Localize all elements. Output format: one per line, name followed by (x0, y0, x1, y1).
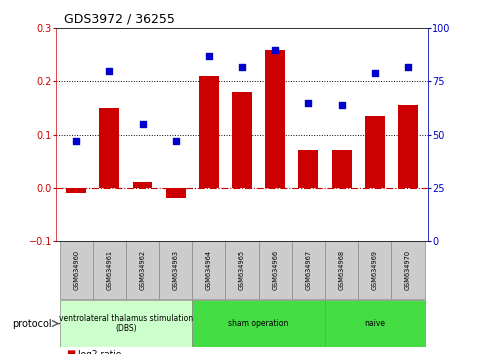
Text: ventrolateral thalamus stimulation
(DBS): ventrolateral thalamus stimulation (DBS) (59, 314, 193, 333)
Point (105, 68, 113, 74)
Bar (264, 50, 285, 188)
Text: log2 ratio: log2 ratio (78, 349, 122, 354)
Bar (66, 188, 86, 193)
Bar (298, 150, 318, 188)
Point (271, 47, 279, 52)
Bar (60, 241, 93, 299)
Text: naive: naive (364, 319, 385, 328)
Text: GSM634964: GSM634964 (205, 250, 211, 290)
Bar (192, 241, 225, 299)
Point (337, 102, 345, 108)
Bar (159, 241, 192, 299)
Text: GSM634961: GSM634961 (106, 250, 112, 290)
Point (204, 53, 212, 59)
Bar (199, 76, 218, 188)
Text: GSM634967: GSM634967 (305, 250, 311, 290)
Point (138, 121, 146, 127)
Point (72, 138, 80, 144)
Point (304, 100, 312, 105)
Point (171, 138, 179, 144)
Bar (99, 108, 119, 188)
Point (238, 64, 245, 69)
Text: GSM634966: GSM634966 (272, 250, 278, 290)
Text: GDS3972 / 36255: GDS3972 / 36255 (63, 13, 174, 26)
Text: ■: ■ (66, 349, 75, 354)
Bar (357, 241, 390, 299)
Bar (331, 150, 351, 188)
Bar (258, 241, 291, 299)
Bar (192, 300, 325, 347)
Text: GSM634968: GSM634968 (338, 250, 344, 290)
Bar (225, 241, 258, 299)
Text: sham operation: sham operation (228, 319, 288, 328)
Bar (397, 105, 417, 188)
Bar (325, 300, 424, 347)
Bar (232, 92, 251, 188)
Bar (60, 300, 192, 347)
Bar (325, 241, 357, 299)
Bar (364, 116, 384, 188)
Text: protocol: protocol (12, 319, 52, 329)
Bar (291, 241, 325, 299)
Bar (132, 182, 152, 188)
Point (403, 64, 411, 69)
Bar (93, 241, 125, 299)
Bar (390, 241, 424, 299)
Bar (165, 188, 185, 198)
Bar (125, 241, 159, 299)
Text: GSM634960: GSM634960 (73, 250, 79, 290)
Text: GSM634962: GSM634962 (139, 250, 145, 290)
Text: GSM634965: GSM634965 (239, 250, 244, 290)
Text: GSM634970: GSM634970 (404, 250, 410, 290)
Point (370, 70, 378, 76)
Text: GSM634963: GSM634963 (172, 250, 178, 290)
Text: GSM634969: GSM634969 (371, 250, 377, 290)
